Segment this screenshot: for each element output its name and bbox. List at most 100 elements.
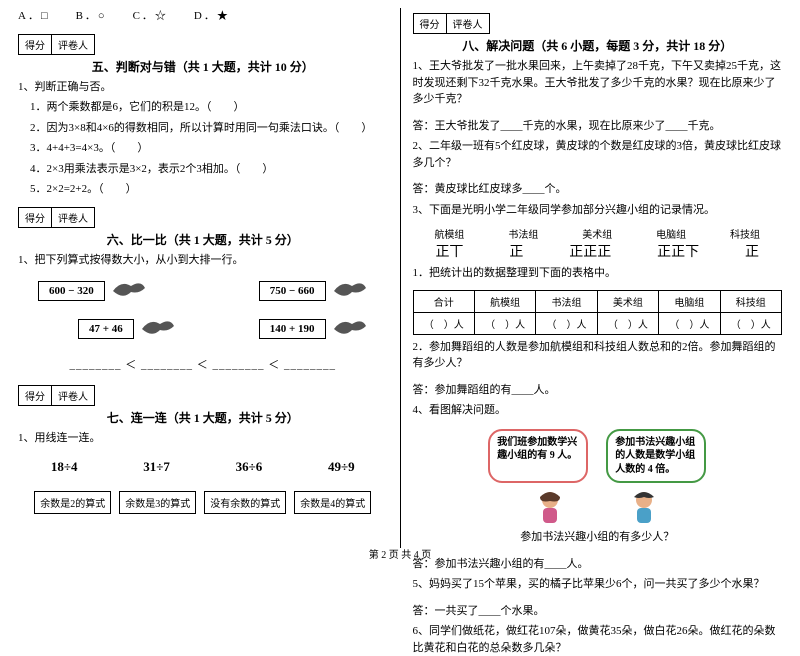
th5: 科技组 <box>720 290 781 312</box>
cell: （ ）人 <box>720 312 781 334</box>
remainder-row: 余数是2的算式 余数是3的算式 没有余数的算式 余数是4的算式 <box>18 491 388 514</box>
stats-table: 合计 航模组 书法组 美术组 电脑组 科技组 （ ）人 （ ）人 （ ）人 （ … <box>413 290 783 335</box>
section-6-title: 六、比一比（共 1 大题，共计 5 分） <box>18 231 388 248</box>
q7-stem: 1、用线连一连。 <box>18 430 388 447</box>
g2: 书法组 <box>508 226 538 241</box>
rem-3: 没有余数的算式 <box>204 491 286 514</box>
tally-marks: 正丅 正 正正正 正正下 正 <box>413 241 783 261</box>
q5-5: 5．2×2=2+2。（ ） <box>18 181 388 198</box>
bird-icon <box>111 278 147 304</box>
div-4: 49÷9 <box>328 459 355 475</box>
rem-1: 余数是2的算式 <box>34 491 111 514</box>
cell: （ ）人 <box>474 312 535 334</box>
t1: 正丅 <box>435 241 463 261</box>
q5-stem: 1、判断正确与否。 <box>18 79 388 96</box>
bird-2: 750 − 660 <box>259 278 368 304</box>
right-column: 得分 评卷人 八、解决问题（共 6 小题，每题 3 分，共计 18 分） 1、王… <box>413 8 783 548</box>
q6-stem: 1、把下列算式按得数大小，从小到大排一行。 <box>18 252 388 269</box>
rem-4: 余数是4的算式 <box>294 491 371 514</box>
score-label: 得分 <box>18 207 51 228</box>
expr-3: 47 + 46 <box>78 319 134 339</box>
q8-3b: 2．参加舞蹈组的人数是参加航模组和科技组人数总和的2倍。参加舞蹈组的有多少人？ <box>413 339 783 372</box>
score-label: 得分 <box>413 13 446 34</box>
section-7-title: 七、连一连（共 1 大题，共计 5 分） <box>18 409 388 426</box>
t2: 正 <box>509 241 523 261</box>
sort-row-2: 47 + 46 140 + 190 <box>18 316 388 342</box>
bird-icon <box>332 316 368 342</box>
left-column: A．□ B．○ C．☆ D．★ 得分 评卷人 五、判断对与错（共 1 大题，共计… <box>18 8 388 548</box>
girl-icon <box>533 489 567 525</box>
q5-1: 1．两个乘数都是6，它们的积是12。（ ） <box>18 99 388 116</box>
th4: 电脑组 <box>659 290 720 312</box>
a8-1: 答：王大爷批发了____千克的水果，现在比原来少了____千克。 <box>413 118 783 135</box>
table-row: 合计 航模组 书法组 美术组 电脑组 科技组 <box>413 290 782 312</box>
q5-3: 3．4+4+3=4×3。（ ） <box>18 140 388 157</box>
section-8-title: 八、解决问题（共 6 小题，每题 3 分，共计 18 分） <box>413 37 783 54</box>
rem-2: 余数是3的算式 <box>119 491 196 514</box>
g4: 电脑组 <box>656 226 686 241</box>
score-label: 得分 <box>18 385 51 406</box>
q5-2: 2．因为3×8和4×6的得数相同，所以计算时用同一句乘法口诀。（ ） <box>18 120 388 137</box>
page-footer: 第 2 页 共 4 页 <box>0 546 800 561</box>
score-box-5: 得分 评卷人 <box>18 34 388 55</box>
div-1: 18÷4 <box>51 459 78 475</box>
column-divider <box>400 8 401 548</box>
th0: 合计 <box>413 290 474 312</box>
sort-row-1: 600 − 320 750 − 660 <box>18 278 388 304</box>
group-names: 航模组 书法组 美术组 电脑组 科技组 <box>413 226 783 241</box>
bubble-2: 参加书法兴趣小组的人数是数学小组人数的 4 倍。 <box>606 429 706 484</box>
div-2: 31÷7 <box>143 459 170 475</box>
expr-1: 600 − 320 <box>38 281 105 301</box>
bird-icon <box>140 316 176 342</box>
grader-label: 评卷人 <box>51 385 95 406</box>
t3: 正正正 <box>569 241 611 261</box>
grader-label: 评卷人 <box>51 207 95 228</box>
q8-1: 1、王大爷批发了一批水果回来，上午卖掉了28千克，下午又卖掉25千克，这时发现还… <box>413 58 783 108</box>
q8-4: 4、看图解决问题。 <box>413 402 783 419</box>
score-label: 得分 <box>18 34 51 55</box>
t5: 正 <box>745 241 759 261</box>
q8-4a: 参加书法兴趣小组的有多少人？ <box>413 529 783 546</box>
th2: 书法组 <box>536 290 597 312</box>
q5-4: 4．2×3用乘法表示是3×2，表示2个3相加。（ ） <box>18 161 388 178</box>
score-box-8: 得分 评卷人 <box>413 13 783 34</box>
q8-5: 5、妈妈买了15个苹果，买的橘子比苹果少6个，问一共买了多少个水果？ <box>413 576 783 593</box>
abcd-options: A．□ B．○ C．☆ D．★ <box>18 8 388 25</box>
bird-1: 600 − 320 <box>38 278 147 304</box>
grader-label: 评卷人 <box>51 34 95 55</box>
q8-2: 2、二年级一班有5个红皮球，黄皮球的个数是红皮球的3倍，黄皮球比红皮球多几个？ <box>413 138 783 171</box>
division-row: 18÷4 31÷7 36÷6 49÷9 <box>18 459 388 475</box>
th1: 航模组 <box>474 290 535 312</box>
grader-label: 评卷人 <box>446 13 490 34</box>
q8-6: 6、同学们做纸花，做红花107朵，做黄花35朵，做白花26朵。做红花的朵数比黄花… <box>413 623 783 656</box>
div-3: 36÷6 <box>236 459 263 475</box>
cell: （ ）人 <box>413 312 474 334</box>
score-box-7: 得分 评卷人 <box>18 385 388 406</box>
cell: （ ）人 <box>597 312 658 334</box>
people-row <box>413 489 783 525</box>
boy-icon <box>627 489 661 525</box>
bird-icon <box>332 278 368 304</box>
table-row: （ ）人 （ ）人 （ ）人 （ ）人 （ ）人 （ ）人 <box>413 312 782 334</box>
t4: 正正下 <box>657 241 699 261</box>
a8-5: 答：一共买了____个水果。 <box>413 603 783 620</box>
th3: 美术组 <box>597 290 658 312</box>
g5: 科技组 <box>730 226 760 241</box>
cell: （ ）人 <box>659 312 720 334</box>
expr-4: 140 + 190 <box>259 319 326 339</box>
q8-3a: 1．把统计出的数据整理到下面的表格中。 <box>413 265 783 282</box>
score-box-6: 得分 评卷人 <box>18 207 388 228</box>
section-5-title: 五、判断对与错（共 1 大题，共计 10 分） <box>18 58 388 75</box>
expr-2: 750 − 660 <box>259 281 326 301</box>
g1: 航模组 <box>434 226 464 241</box>
g3: 美术组 <box>582 226 612 241</box>
cell: （ ）人 <box>536 312 597 334</box>
bird-3: 47 + 46 <box>78 316 176 342</box>
speech-bubbles: 我们班参加数学兴趣小组的有 9 人。 参加书法兴趣小组的人数是数学小组人数的 4… <box>413 429 783 484</box>
lt-blanks: ________ ＜ ________ ＜ ________ ＜ _______… <box>18 356 388 372</box>
q8-3: 3、下面是光明小学二年级同学参加部分兴趣小组的记录情况。 <box>413 202 783 219</box>
a8-2: 答：黄皮球比红皮球多____个。 <box>413 181 783 198</box>
a8-3b: 答：参加舞蹈组的有____人。 <box>413 382 783 399</box>
bubble-1: 我们班参加数学兴趣小组的有 9 人。 <box>488 429 588 484</box>
bird-4: 140 + 190 <box>259 316 368 342</box>
